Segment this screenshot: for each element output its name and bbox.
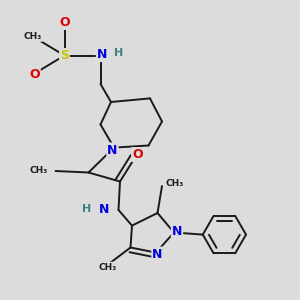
- Text: N: N: [152, 248, 163, 261]
- Text: N: N: [99, 203, 109, 216]
- Text: O: O: [29, 68, 40, 82]
- Text: S: S: [60, 49, 69, 62]
- Text: H: H: [82, 203, 91, 214]
- Text: CH₃: CH₃: [24, 32, 42, 41]
- Text: O: O: [59, 16, 70, 29]
- Text: O: O: [132, 148, 143, 161]
- Text: N: N: [107, 143, 118, 157]
- Text: CH₃: CH₃: [166, 178, 184, 188]
- Text: CH₃: CH₃: [99, 262, 117, 272]
- Text: CH₃: CH₃: [30, 166, 48, 175]
- Text: H: H: [115, 48, 124, 58]
- Text: N: N: [97, 48, 107, 61]
- Text: N: N: [172, 225, 182, 238]
